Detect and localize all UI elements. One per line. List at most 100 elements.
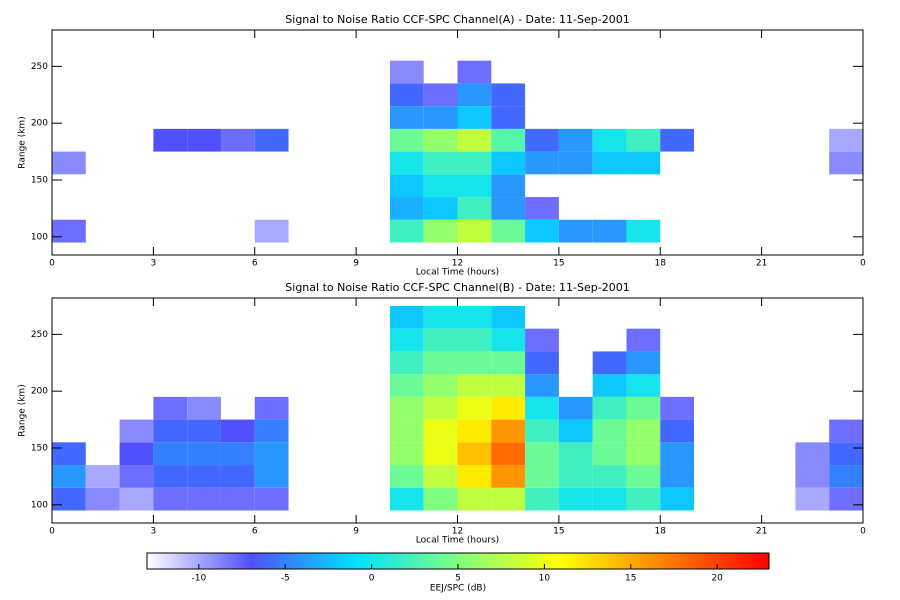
heat-cell [626, 442, 661, 466]
heat-cell [457, 442, 492, 466]
x-tick-label: 18 [655, 527, 667, 537]
heat-cell [626, 419, 661, 443]
cells [52, 305, 863, 511]
heat-cell [491, 128, 526, 152]
heat-cell [491, 396, 526, 420]
heat-cell [85, 487, 120, 511]
heat-cell [187, 396, 221, 420]
y-axis-label: Range (km) [18, 384, 28, 436]
heat-cell [52, 442, 86, 466]
heat-cell [525, 487, 559, 511]
heat-cell [423, 328, 458, 352]
heat-cell [389, 106, 424, 129]
heat-cell [423, 351, 458, 375]
colorbar-tick-label: 20 [711, 574, 723, 584]
heat-cell [626, 374, 661, 397]
heat-cell [254, 128, 289, 152]
colorbar-tick-label: 5 [455, 574, 461, 584]
heat-cell [626, 487, 661, 511]
heat-cell [423, 374, 458, 397]
heat-cell [119, 487, 154, 511]
heat-cell [592, 396, 627, 420]
heat-cell [423, 151, 458, 175]
heat-cell [52, 487, 86, 511]
panel: Signal to Noise Ratio CCF-SPC Channel(B)… [18, 281, 867, 546]
heat-cell [423, 487, 458, 511]
heat-cell [457, 419, 492, 443]
heat-cell [457, 106, 492, 129]
heat-cell [525, 197, 559, 220]
heat-cell [254, 396, 289, 420]
heat-cell [423, 174, 458, 198]
heat-cell [153, 442, 188, 466]
heat-cell [389, 374, 424, 397]
heat-cell [389, 419, 424, 443]
heat-cell [254, 487, 289, 511]
colorbar-tick-label: 10 [539, 574, 551, 584]
heat-cell [389, 328, 424, 352]
heat-cell [389, 197, 424, 220]
heat-cell [626, 328, 661, 352]
heat-cell [423, 465, 458, 488]
heat-cell [558, 151, 593, 175]
heat-cell [389, 60, 424, 84]
heat-cell [423, 305, 458, 329]
heat-cell [525, 465, 559, 488]
heat-cell [457, 351, 492, 375]
x-tick-label: 3 [151, 259, 157, 269]
heat-cell [829, 151, 863, 175]
colorbar-tick-label: -10 [191, 574, 206, 584]
y-tick-label: 250 [31, 62, 48, 72]
heat-cell [423, 197, 458, 220]
heat-cell [491, 83, 526, 107]
heat-cell [525, 151, 559, 175]
heat-cell [153, 419, 188, 443]
heat-cell [389, 465, 424, 488]
heat-cell [457, 128, 492, 152]
heat-cell [423, 106, 458, 129]
heat-cell [457, 197, 492, 220]
heat-cell [829, 442, 863, 466]
x-tick-label: 3 [151, 527, 157, 537]
heat-cell [457, 219, 492, 243]
heat-cell [491, 351, 526, 375]
heat-cell [829, 487, 863, 511]
heat-cell [423, 219, 458, 243]
heat-cell [389, 396, 424, 420]
heat-cell [829, 128, 863, 152]
x-tick-label: 0 [49, 527, 55, 537]
x-tick-label: 0 [860, 259, 866, 269]
heat-cell [558, 465, 593, 488]
heat-cell [187, 465, 221, 488]
heat-cell [423, 419, 458, 443]
x-tick-label: 15 [553, 527, 564, 537]
heat-cell [491, 374, 526, 397]
heat-cell [52, 219, 86, 243]
heat-cell [423, 128, 458, 152]
heat-cell [660, 128, 695, 152]
heat-cell [491, 174, 526, 198]
heat-cell [457, 174, 492, 198]
x-tick-label: 21 [756, 259, 767, 269]
heat-cell [119, 419, 154, 443]
heat-cell [592, 128, 627, 152]
heat-cell [457, 487, 492, 511]
heat-cell [254, 465, 289, 488]
heat-cell [829, 419, 863, 443]
heat-cell [491, 465, 526, 488]
heat-cell [626, 128, 661, 152]
x-axis-label: Local Time (hours) [416, 536, 499, 546]
heat-cell [525, 396, 559, 420]
heat-cell [660, 396, 695, 420]
x-tick-label: 21 [756, 527, 767, 537]
heat-cell [423, 83, 458, 107]
heat-cell [829, 465, 863, 488]
y-tick-label: 250 [31, 330, 48, 340]
heat-cell [592, 219, 627, 243]
heat-cell [254, 419, 289, 443]
x-tick-label: 12 [452, 527, 463, 537]
x-tick-label: 9 [353, 259, 359, 269]
heat-cell [558, 419, 593, 443]
heat-cell [491, 219, 526, 243]
